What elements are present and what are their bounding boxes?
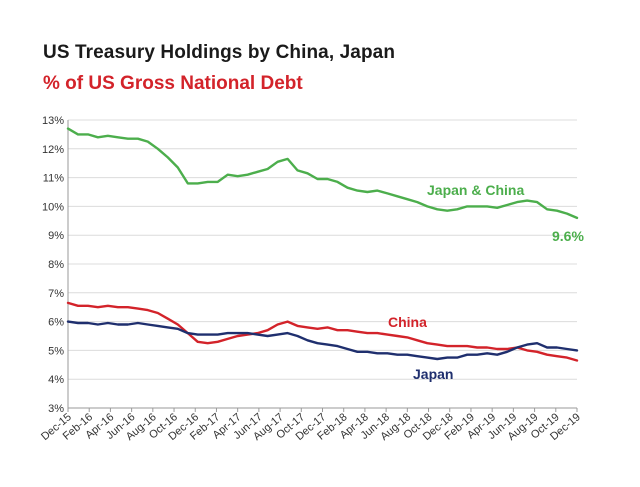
end-value-annotation: 9.6% bbox=[552, 228, 584, 244]
series-label-china: China bbox=[388, 314, 427, 330]
y-tick-label: 9% bbox=[48, 230, 64, 242]
axis-layer: 3%4%5%6%7%8%9%10%11%12%13%Dec-15Feb-16Ap… bbox=[39, 115, 583, 443]
grid-layer bbox=[68, 119, 577, 409]
series-line-japan bbox=[66, 320, 579, 361]
y-tick-label: 5% bbox=[48, 345, 64, 357]
series-line-japan-china bbox=[66, 127, 579, 220]
label-layer: Japan & China China Japan 9.6% bbox=[388, 182, 584, 382]
y-tick-label: 8% bbox=[48, 259, 64, 271]
series-layer bbox=[66, 127, 579, 362]
y-tick-label: 7% bbox=[48, 288, 64, 300]
y-tick-label: 13% bbox=[42, 115, 64, 127]
y-tick-label: 6% bbox=[48, 317, 64, 329]
y-tick-label: 3% bbox=[48, 403, 64, 415]
y-tick-label: 12% bbox=[42, 144, 64, 156]
chart-subtitle: % of US Gross National Debt bbox=[43, 73, 303, 94]
y-tick-label: 4% bbox=[48, 374, 64, 386]
y-tick-label: 11% bbox=[43, 173, 64, 185]
chart-title: US Treasury Holdings by China, Japan bbox=[43, 42, 396, 63]
series-label-japan: Japan bbox=[413, 366, 453, 382]
series-line-china bbox=[66, 301, 579, 362]
y-tick-label: 10% bbox=[42, 201, 64, 213]
series-label-japan-china: Japan & China bbox=[427, 182, 524, 198]
